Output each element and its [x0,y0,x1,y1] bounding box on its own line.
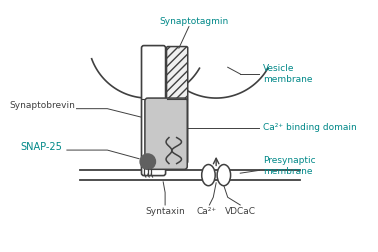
Text: Syntaxin: Syntaxin [145,207,185,216]
FancyBboxPatch shape [141,46,166,176]
Text: VDCaC: VDCaC [225,207,256,216]
Ellipse shape [202,165,215,186]
FancyBboxPatch shape [145,98,187,169]
Circle shape [140,154,155,169]
Text: Synaptobrevin: Synaptobrevin [9,101,75,110]
Ellipse shape [217,165,231,186]
Text: SNAP-25: SNAP-25 [21,142,62,152]
Text: Presynaptic
membrane: Presynaptic membrane [263,156,316,176]
Text: Synaptotagmin: Synaptotagmin [160,17,229,26]
Text: Vesicle
membrane: Vesicle membrane [263,64,313,84]
Text: Ca²⁺ binding domain: Ca²⁺ binding domain [263,123,357,133]
Text: Ca²⁺: Ca²⁺ [197,207,217,216]
FancyBboxPatch shape [167,47,188,163]
